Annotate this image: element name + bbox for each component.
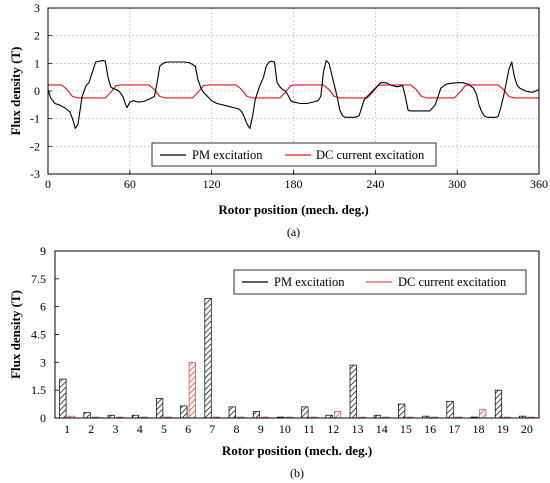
series-line-dc-current-excitation (48, 84, 539, 99)
legend-label-pm-excitation: PM excitation (192, 148, 263, 162)
bar-pm-excitation (228, 406, 236, 419)
chart-b-y-tick-label: 4.5 (31, 328, 46, 342)
chart-a-y-tick-label: -2 (30, 139, 40, 153)
bar-pm-excitation (494, 389, 503, 419)
chart-a-x-tick-label: 300 (448, 177, 466, 191)
chart-b-y-tick-label: 3 (40, 355, 46, 369)
chart-a-x-tick-label: 0 (45, 177, 51, 191)
chart-a-y-axis-label: Flux density (T) (8, 47, 23, 136)
chart-a-series (47, 60, 540, 129)
chart-a-panel-label: (a) (287, 225, 300, 239)
chart-a-y-tick-label: 1 (34, 56, 40, 70)
chart-b-x-tick-label: 19 (497, 422, 509, 436)
chart-b-x-tick-label: 11 (303, 422, 315, 436)
bar-pm-excitation (301, 406, 309, 419)
bar-pm-excitation (204, 297, 212, 419)
legend-label-pm-excitation-b: PM excitation (274, 275, 345, 289)
bar-pm-excitation (398, 403, 406, 419)
legend-label-dc-current-excitation: DC current excitation (316, 148, 425, 162)
bar-dc-current-excitation (479, 409, 487, 419)
bar-pm-excitation (180, 405, 188, 419)
chart-b-x-tick-label: 9 (258, 422, 264, 436)
chart-b-ticks: 1 2 3 4 5 6 7 8 9 10 11 12 13 14 15 16 17 18 19 2001.534.56… (31, 244, 533, 436)
chart-a-legend: PM excitation DC current excitation (151, 142, 437, 167)
chart-a-x-tick-label: 60 (124, 177, 136, 191)
bar-pm-excitation (252, 411, 261, 419)
chart-b-x-tick-label: 13 (352, 422, 364, 436)
chart-b-x-tick-label: 10 (279, 422, 291, 436)
chart-a-x-tick-label: 360 (530, 177, 548, 191)
chart-a-x-tick-label: 240 (366, 177, 384, 191)
chart-a-y-tick-label: -3 (30, 167, 40, 181)
chart-a-x-tick-label: 120 (203, 177, 221, 191)
chart-b-x-tick-label: 8 (234, 422, 240, 436)
chart-b-legend-box (233, 269, 527, 295)
chart-b-x-tick-label: 7 (209, 422, 215, 436)
chart-b-y-tick-label: 6 (40, 300, 46, 314)
chart-a-ticks: 0 60 120 180 240 300 360 -3 -2 -1 0 1 2 3 (30, 1, 548, 191)
chart-b-x-tick-label: 17 (448, 422, 460, 436)
chart-a-x-tick-label: 180 (285, 177, 303, 191)
bar-dc-current-excitation (333, 411, 342, 419)
chart-a-x-axis-label: Rotor position (mech. deg.) (218, 202, 368, 217)
chart-b-x-tick-label: 18 (473, 422, 485, 436)
chart-b-x-tick-label: 2 (88, 422, 94, 436)
bar-pm-excitation (446, 400, 454, 419)
chart-b-x-axis-label: Rotor position (mech. deg.) (222, 443, 372, 458)
chart-b-x-tick-label: 6 (185, 422, 191, 436)
chart-b-x-tick-label: 1 (64, 422, 70, 436)
chart-b-panel-label: (b) (290, 466, 304, 480)
chart-b-x-tick-label: 4 (137, 422, 143, 436)
chart-a-y-tick-label: -1 (30, 112, 40, 126)
chart-b-x-tick-label: 15 (400, 422, 412, 436)
chart-b-x-tick-label: 3 (113, 422, 119, 436)
chart-b-x-tick-label: 12 (327, 422, 339, 436)
chart-a-y-tick-label: 2 (34, 29, 40, 43)
chart-b-y-tick-label: 1.5 (31, 383, 46, 397)
chart-b-x-tick-label: 14 (376, 422, 388, 436)
legend-label-dc-current-excitation-b: DC current excitation (398, 275, 507, 289)
chart-a-y-tick-label: 3 (34, 1, 40, 15)
bar-pm-excitation (349, 364, 357, 419)
bar-pm-excitation (59, 378, 67, 419)
chart-a-y-tick-label: 0 (34, 84, 40, 98)
chart-b-x-tick-label: 20 (521, 422, 533, 436)
chart-b-x-tick-label: 5 (161, 422, 167, 436)
chart-b-bars (59, 297, 535, 419)
bar-pm-excitation (156, 398, 164, 419)
bar-dc-current-excitation (188, 361, 196, 419)
chart-b-x-tick-label: 16 (424, 422, 436, 436)
chart-b-y-tick-label: 9 (40, 244, 46, 258)
chart-b-y-axis-label: Flux density (T) (8, 290, 23, 379)
chart-b-y-tick-label: 0 (40, 411, 46, 425)
chart-b-y-tick-label: 7.5 (31, 272, 46, 286)
series-line-pm-excitation (47, 60, 540, 129)
bar-pm-excitation (83, 412, 91, 419)
chart-a: 0 60 120 180 240 300 360 -3 -2 -1 0 1 2 3 Rotor posit… (8, 1, 548, 239)
chart-b: 1 2 3 4 5 6 7 8 9 10 11 12 13 14 15 16 17 18 19 2001.534.56… (8, 244, 540, 480)
chart-b-legend: PM excitation DC current excitation (233, 269, 527, 295)
